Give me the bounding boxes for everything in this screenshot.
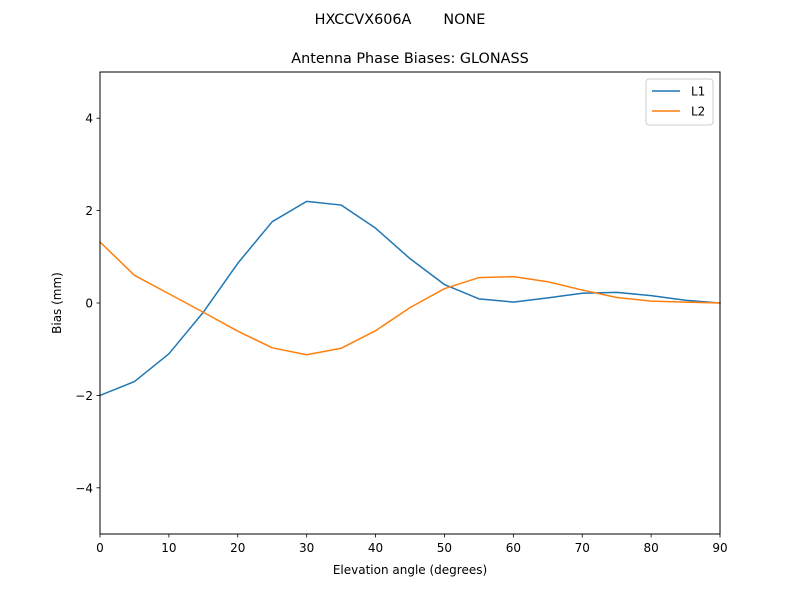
x-axis-ticks: 0 10 20 30 40 50 60 70 80 90 (96, 534, 728, 555)
x-tick-label: 50 (437, 541, 452, 555)
y-axis-label: Bias (mm) (50, 272, 64, 334)
x-tick-label: 30 (299, 541, 314, 555)
x-tick-label: 10 (161, 541, 176, 555)
plot-frame (99, 71, 721, 535)
x-tick-label: 70 (575, 541, 590, 555)
plot-lines (98, 200, 721, 397)
x-tick-label: 90 (712, 541, 727, 555)
x-axis-label: Elevation angle (degrees) (333, 563, 487, 577)
y-tick-label: −4 (75, 481, 93, 495)
y-tick-label: 2 (85, 204, 93, 218)
series-line-l2 (98, 240, 721, 356)
y-tick-label: −2 (75, 389, 93, 403)
x-tick-label: 0 (96, 541, 104, 555)
y-tick-label: 0 (85, 297, 93, 311)
chart-title: Antenna Phase Biases: GLONASS (291, 51, 528, 67)
legend-label-l1: L1 (691, 85, 705, 99)
y-axis-ticks: −4 −2 0 2 4 (75, 112, 100, 495)
x-tick-label: 80 (643, 541, 658, 555)
x-tick-label: 40 (368, 541, 383, 555)
figure-suptitle: HXCCVX606A NONE (315, 12, 486, 28)
x-tick-label: 60 (506, 541, 521, 555)
legend-label-l2: L2 (691, 105, 705, 119)
y-tick-label: 4 (85, 112, 93, 126)
x-tick-label: 20 (230, 541, 245, 555)
